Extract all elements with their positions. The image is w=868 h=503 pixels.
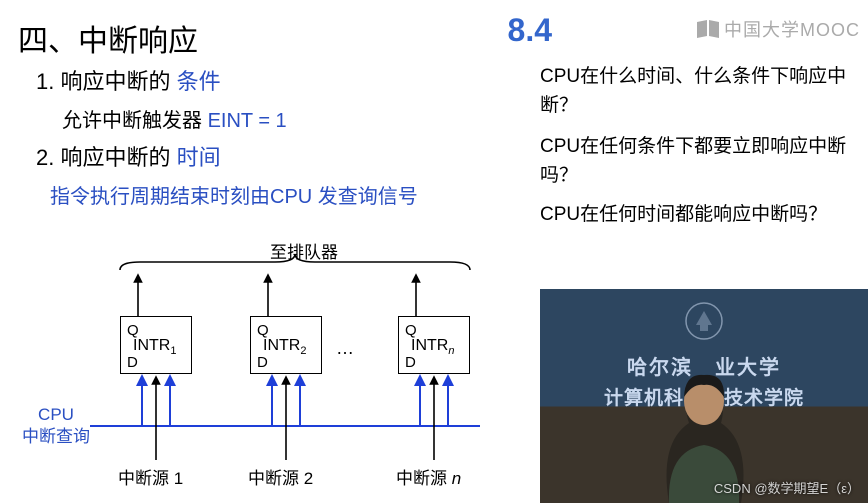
book-icon: [696, 20, 720, 38]
intr-box-1: Q INTR1 D: [120, 316, 192, 374]
source-n: 中断源 n: [396, 464, 461, 489]
ellipsis: …: [336, 338, 356, 359]
intr-box-n: Q INTRn D: [398, 316, 470, 374]
slide: 四、中断响应 8.4 中国大学MOOC 1. 响应中断的 条件 允许中断触发器 …: [0, 0, 868, 503]
slide-title: 四、中断响应: [18, 16, 198, 60]
csdn-watermark: CSDN @数学期望E（ε）: [714, 478, 860, 497]
lecturer-video[interactable]: 哈尔滨 业大学 计算机科学与技术学院 CSDN @数学期望E（ε）: [540, 289, 868, 503]
mooc-logo: 中国大学MOOC: [696, 16, 860, 42]
logo-text: 中国大学MOOC: [724, 16, 860, 42]
intr-box-2: Q INTR2 D: [250, 316, 322, 374]
bullet-1: 1. 响应中断的 条件: [36, 64, 221, 96]
cpu-query-label: CPU 中断查询: [22, 404, 90, 448]
bullet-1-sub: 允许中断触发器 EINT = 1: [62, 104, 287, 133]
question-1: CPU在什么时间、什么条件下响应中断？: [540, 62, 850, 121]
section-number: 8.4: [508, 12, 552, 49]
bullet-2-sub: 指令执行周期结束时刻由CPU 发查询信号: [50, 180, 418, 209]
source-2: 中断源 2: [248, 464, 313, 489]
interrupt-diagram: 至排队器: [20, 248, 518, 488]
source-1: 中断源 1: [118, 464, 183, 489]
bullet-2: 2. 响应中断的 时间: [36, 140, 221, 172]
question-3: CPU在任何时间都能响应中断吗？: [540, 200, 850, 229]
university-crest-icon: [684, 301, 724, 344]
question-2: CPU在任何条件下都要立即响应中断吗？: [540, 132, 850, 191]
